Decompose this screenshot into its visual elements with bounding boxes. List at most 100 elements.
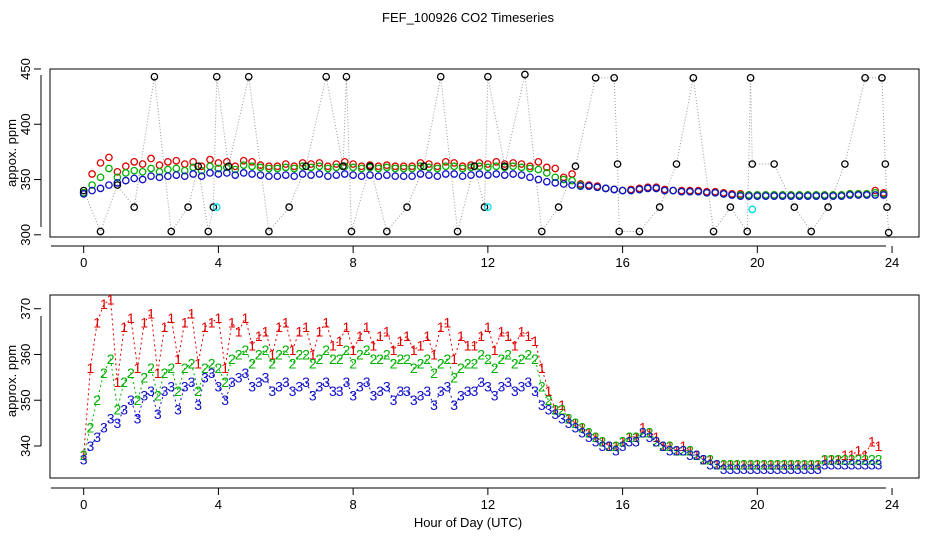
- bottom-symbol-series-2: 2: [417, 356, 425, 372]
- top-point-series-1: [484, 160, 492, 168]
- bottom-symbol-series-3: 3: [572, 420, 580, 436]
- top-y-tick-label: 350: [18, 169, 33, 191]
- bottom-symbol-series-3: 3: [450, 397, 458, 413]
- bottom-symbol-series-3: 3: [484, 379, 492, 395]
- top-point-series-1: [542, 163, 551, 172]
- top-point-series-flag: [484, 203, 492, 212]
- bottom-symbol-series-3: 3: [841, 456, 849, 472]
- top-point-series-3: [298, 170, 307, 178]
- top-point-series-2: [315, 162, 324, 171]
- bottom-x-tick-label: 16: [615, 497, 629, 512]
- top-point-series-3: [248, 170, 256, 178]
- bottom-symbol-series-1: 1: [120, 319, 128, 335]
- bottom-symbol-series-1: 1: [760, 456, 768, 472]
- top-point-series-2: [467, 163, 475, 172]
- bottom-symbol-series-2: 2: [369, 351, 377, 367]
- bottom-symbol-series-2: 2: [383, 346, 391, 362]
- bottom-symbol-series-1: 1: [147, 305, 155, 321]
- top-point-series-all: [382, 227, 391, 236]
- bottom-symbol-series-1: 1: [538, 360, 546, 376]
- bottom-symbol-series-3: 3: [706, 456, 714, 472]
- bottom-symbol-series-1: 1: [336, 333, 344, 349]
- top-point-series-2: [416, 162, 425, 171]
- bottom-symbol-series-3: 3: [848, 456, 856, 472]
- top-point-series-all: [436, 72, 445, 81]
- top-point-series-all: [500, 162, 509, 171]
- bottom-symbol-series-3: 3: [201, 369, 209, 385]
- top-point-series-all: [150, 72, 159, 81]
- bottom-symbol-series-1: 1: [369, 337, 377, 353]
- top-point-series-1: [189, 157, 197, 166]
- bottom-symbol-series-2: 2: [753, 456, 761, 472]
- top-point-series-3: [408, 172, 416, 181]
- top-point-series-2: [281, 163, 290, 172]
- bottom-x-ticks: 0 4 8 12 16 20 24: [80, 488, 899, 512]
- bottom-symbol-series-3: 3: [113, 415, 121, 431]
- bottom-symbol-series-2: 2: [289, 356, 297, 372]
- bottom-symbol-series-3: 3: [107, 411, 115, 427]
- top-point-series-2: [239, 161, 248, 170]
- bottom-symbol-series-3: 3: [167, 379, 175, 395]
- bottom-symbol-series-2: 2: [228, 351, 236, 367]
- bottom-y-tick-label: 340: [18, 435, 33, 457]
- bottom-x-tick-label: 24: [885, 497, 899, 512]
- bottom-symbol-series-2: 2: [646, 424, 654, 440]
- bottom-symbol-series-1: 1: [470, 337, 478, 353]
- top-point-series-1: [172, 156, 181, 165]
- bottom-symbol-series-1: 1: [477, 328, 485, 344]
- bottom-symbol-series-3: 3: [801, 461, 809, 477]
- top-point-series-3: [644, 184, 652, 193]
- bottom-symbol-series-1: 1: [592, 429, 600, 445]
- bottom-symbol-series-1: 1: [545, 383, 553, 399]
- top-point-series-all: [554, 203, 563, 212]
- bottom-x-tick-label: 8: [350, 497, 357, 512]
- top-point-series-all: [615, 227, 624, 236]
- bottom-symbol-series-1: 1: [437, 319, 445, 335]
- bottom-symbol-series-1: 1: [127, 310, 135, 326]
- bottom-symbol-series-2: 2: [538, 379, 546, 395]
- top-point-series-3: [239, 169, 248, 177]
- bottom-symbol-series-1: 1: [235, 324, 243, 340]
- bottom-symbol-series-1: 1: [780, 456, 788, 472]
- top-point-series-1: [214, 159, 223, 167]
- bottom-y-tick-label: 360: [18, 344, 33, 366]
- bottom-symbol-series-3: 3: [363, 374, 371, 390]
- bottom-symbol-series-2: 2: [457, 360, 465, 376]
- top-point-series-3: [197, 172, 206, 181]
- top-point-series-3: [702, 188, 711, 197]
- bottom-symbol-series-1: 1: [215, 310, 223, 326]
- bottom-symbol-series-1: 1: [289, 342, 297, 358]
- top-point-series-2: [374, 164, 383, 173]
- top-point-series-3: [366, 171, 374, 179]
- bottom-symbol-series-2: 2: [329, 351, 337, 367]
- bottom-symbol-series-2: 2: [221, 374, 229, 390]
- bottom-symbol-series-2: 2: [807, 456, 815, 472]
- bottom-symbol-series-3: 3: [625, 433, 633, 449]
- bottom-symbol-series-2: 2: [450, 369, 458, 385]
- bottom-symbol-series-2: 2: [861, 452, 869, 468]
- bottom-symbol-series-2: 2: [612, 438, 620, 454]
- bottom-symbol-series-1: 1: [666, 438, 674, 454]
- top-point-series-1: [315, 159, 324, 167]
- top-point-series-all: [339, 162, 347, 171]
- bottom-symbol-series-3: 3: [356, 379, 364, 395]
- top-point-series-1: [273, 162, 282, 171]
- bottom-symbol-series-3: 3: [652, 433, 660, 449]
- top-point-series-flag: [748, 205, 757, 214]
- bottom-symbol-series-3: 3: [491, 388, 499, 404]
- top-point-series-1: [113, 167, 122, 176]
- top-y-ticks: 300 350 400 450: [18, 58, 41, 246]
- bottom-symbol-series-3: 3: [686, 447, 694, 463]
- bottom-symbol-series-1: 1: [343, 319, 351, 335]
- top-point-series-2: [526, 164, 534, 173]
- bottom-symbol-series-2: 2: [188, 356, 196, 372]
- bottom-symbol-series-1: 1: [747, 456, 755, 472]
- bottom-symbol-series-1: 1: [686, 443, 694, 459]
- bottom-symbol-series-2: 2: [356, 346, 364, 362]
- top-point-series-3: [635, 185, 644, 194]
- top-point-series-3: [214, 170, 223, 178]
- bottom-symbol-series-3: 3: [726, 461, 734, 477]
- bottom-x-tick-label: 0: [80, 497, 87, 512]
- bottom-symbol-series-3: 3: [396, 383, 404, 399]
